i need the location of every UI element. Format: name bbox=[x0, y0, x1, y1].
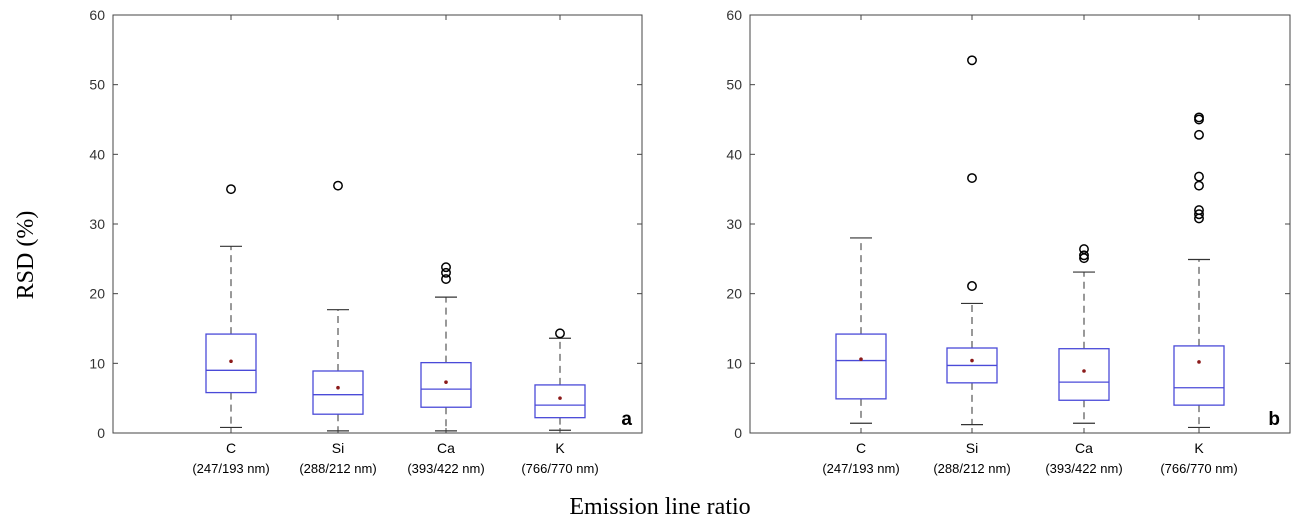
outlier-point bbox=[1194, 129, 1204, 140]
iqr-box bbox=[1173, 345, 1225, 406]
y-tick-label: 50 bbox=[726, 77, 742, 93]
category-label: K bbox=[1194, 440, 1204, 456]
y-tick-label: 30 bbox=[726, 216, 742, 232]
y-tick-label: 60 bbox=[726, 7, 742, 23]
box-si bbox=[946, 55, 998, 426]
outlier-point bbox=[967, 281, 977, 291]
y-tick-label: 40 bbox=[726, 146, 742, 162]
y-tick-label: 0 bbox=[97, 425, 105, 441]
y-tick-label: 40 bbox=[89, 146, 105, 162]
mean-marker bbox=[558, 396, 562, 400]
iqr-box bbox=[420, 361, 472, 408]
box-c bbox=[205, 184, 257, 429]
box-c bbox=[835, 237, 887, 424]
category-sublabel: (766/770 nm) bbox=[1160, 461, 1237, 476]
outlier-point bbox=[1194, 205, 1204, 216]
box-ca bbox=[1058, 244, 1110, 424]
mean-marker bbox=[229, 359, 233, 364]
category-sublabel: (247/193 nm) bbox=[822, 461, 899, 476]
iqr-box bbox=[534, 384, 586, 419]
panel-label: b bbox=[1268, 409, 1280, 430]
y-tick-label: 10 bbox=[726, 355, 742, 371]
mean-marker bbox=[444, 380, 448, 384]
y-tick-label: 20 bbox=[726, 286, 742, 302]
category-sublabel: (393/422 nm) bbox=[1045, 461, 1122, 476]
outlier-point bbox=[1079, 250, 1089, 261]
category-label: Si bbox=[966, 440, 978, 456]
mean-marker bbox=[1082, 369, 1086, 373]
outlier-point bbox=[226, 184, 236, 195]
outlier-point bbox=[441, 267, 451, 278]
outlier-point bbox=[1194, 171, 1204, 182]
mean-marker bbox=[1197, 360, 1201, 364]
category-label: Si bbox=[332, 440, 344, 456]
panel-b: 0 10 20 30 40 50 60 C (247/193 nm) Si (288/212 nm)… bbox=[726, 7, 1291, 476]
category-label: Ca bbox=[437, 440, 455, 456]
category-sublabel: (288/212 nm) bbox=[933, 461, 1010, 476]
outlier-point bbox=[967, 173, 977, 183]
category-sublabel: (288/212 nm) bbox=[299, 461, 376, 476]
outlier-point bbox=[1194, 180, 1204, 191]
iqr-box bbox=[835, 333, 887, 400]
panel-label: a bbox=[621, 409, 632, 430]
mean-marker bbox=[336, 385, 340, 390]
y-tick-label: 50 bbox=[89, 77, 105, 93]
outlier-point bbox=[441, 274, 451, 284]
category-sublabel: (393/422 nm) bbox=[407, 461, 484, 476]
category-sublabel: (247/193 nm) bbox=[192, 461, 269, 476]
category-label: K bbox=[555, 440, 565, 456]
box-k bbox=[1173, 112, 1225, 429]
category-label: C bbox=[856, 440, 866, 456]
y-tick-label: 10 bbox=[89, 355, 105, 371]
outlier-point bbox=[1079, 244, 1089, 255]
outlier-point bbox=[1194, 112, 1204, 123]
outlier-point bbox=[333, 180, 343, 191]
y-tick-label: 60 bbox=[89, 7, 105, 23]
outlier-point bbox=[441, 262, 451, 273]
iqr-box bbox=[205, 333, 257, 394]
box-ca bbox=[420, 262, 472, 432]
plot-frame bbox=[112, 14, 643, 434]
y-axis-title: RSD (%) bbox=[13, 211, 39, 300]
x-axis-title: Emission line ratio bbox=[569, 494, 750, 520]
category-label: C bbox=[226, 440, 236, 456]
y-tick-label: 20 bbox=[89, 286, 105, 302]
category-label: Ca bbox=[1075, 440, 1093, 456]
mean-marker bbox=[859, 357, 863, 361]
y-tick-label: 30 bbox=[89, 216, 105, 232]
mean-marker bbox=[970, 358, 974, 363]
box-si bbox=[312, 180, 364, 432]
category-sublabel: (766/770 nm) bbox=[521, 461, 598, 476]
outlier-point bbox=[1194, 209, 1204, 220]
outlier-point bbox=[967, 55, 977, 66]
y-tick-label: 0 bbox=[734, 425, 742, 441]
panel-a: 0 10 20 30 40 50 60 C (247/193 nm) Si (288/212 nm)… bbox=[89, 7, 643, 476]
box-k bbox=[534, 328, 586, 431]
iqr-box bbox=[312, 370, 364, 415]
iqr-box bbox=[1058, 348, 1110, 401]
outlier-point bbox=[555, 328, 565, 339]
